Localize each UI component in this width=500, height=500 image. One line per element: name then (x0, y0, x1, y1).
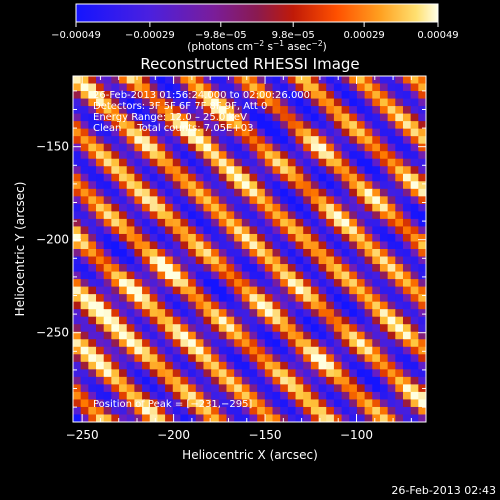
colorbar: −0.00049 −0.00029 −9.8e−05 9.8e−05 0.00029 0.… (51, 3, 459, 53)
axis-ticks: −250 −200 −150 −100 −250 −200 −150 (36, 76, 426, 442)
plot-area: −250 −200 −150 −100 −250 −200 −150 26-Feb-2013… (36, 75, 427, 442)
info-line-counts: Clean Total counts: 7.05E+03 (93, 123, 253, 134)
peak-position-label: Position of Peak = [−231,−295] (93, 399, 252, 410)
x-tick-label: −100 (340, 428, 373, 442)
colorbar-tick-label: −0.00049 (51, 30, 101, 41)
plot-frame (72, 75, 427, 423)
x-tick-label: −150 (249, 428, 282, 442)
footer-timestamp: 26-Feb-2013 02:43 (391, 484, 496, 497)
info-line-detectors: Detectors: 3F 5F 6F 7F 8F 9F, Att 0 (93, 101, 267, 112)
colorbar-tick-label: 0.00049 (417, 30, 458, 41)
colorbar-gradient (75, 3, 439, 23)
y-tick-label: −150 (36, 140, 69, 154)
colorbar-tick-label: −0.00029 (125, 30, 175, 41)
colorbar-tick-label: 9.8e−05 (272, 30, 315, 41)
chart-title: Reconstructed RHESSI Image (140, 55, 359, 73)
colorbar-tick-label: −9.8e−05 (195, 30, 247, 41)
info-line-energy: Energy Range: 12.0 – 25.0 keV (93, 112, 247, 123)
info-text: 26-Feb-2013 01:56:24.000 to 02:00:26.000… (93, 90, 310, 134)
y-tick-label: −250 (36, 326, 69, 340)
colorbar-ticks: −0.00049 −0.00029 −9.8e−05 9.8e−05 0.00029 0.… (51, 22, 459, 41)
heatmap-image (73, 76, 426, 422)
info-line-time: 26-Feb-2013 01:56:24.000 to 02:00:26.000 (93, 90, 310, 101)
x-tick-label: −200 (157, 428, 190, 442)
colorbar-tick-label: 0.00029 (343, 30, 384, 41)
y-axis-label: Heliocentric Y (arcsec) (13, 182, 27, 317)
colorbar-unit-label: (photons cm−2 s−1 asec−2) (187, 39, 326, 53)
x-axis-label: Heliocentric X (arcsec) (182, 448, 318, 462)
x-tick-label: −250 (66, 428, 99, 442)
y-tick-label: −200 (36, 233, 69, 247)
